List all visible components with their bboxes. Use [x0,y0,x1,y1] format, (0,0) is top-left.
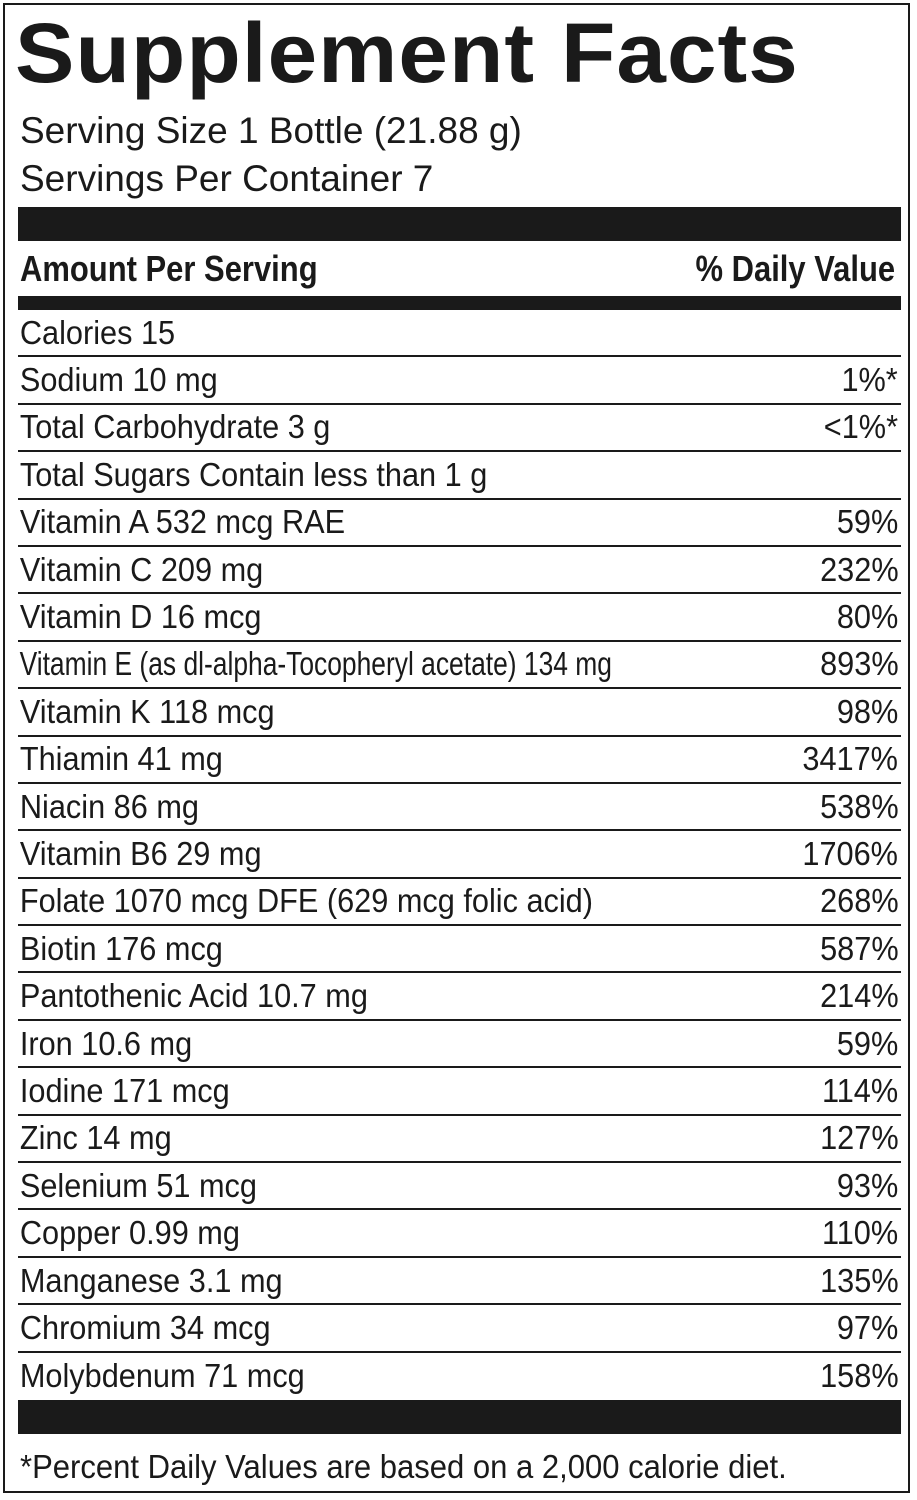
nutrient-row: Sodium 10 mg 1%* [18,357,901,405]
nutrient-daily-value: 110% [821,1214,899,1252]
nutrient-row: Iodine 171 mcg 114% [18,1068,901,1116]
nutrient-row: Biotin 176 mcg 587% [18,926,901,974]
nutrient-daily-value: 3417% [802,740,899,778]
nutrient-daily-value: 158% [819,1357,899,1395]
nutrient-daily-value: 538% [819,787,899,825]
nutrient-name: Vitamin A 532 mcg RAE [19,503,346,541]
daily-value-header: % Daily Value [695,248,895,289]
nutrient-row: Vitamin E (as dl-alpha-Tocopheryl acetat… [18,642,901,690]
nutrient-daily-value: 93% [836,1166,899,1204]
servings-per-container: Servings Per Container 7 [20,158,434,199]
nutrient-row: Niacin 86 mg 538% [18,784,901,832]
nutrient-name: Thiamin 41 mg [19,740,223,778]
daily-value-footnote: *Percent Daily Values are based on a 2,0… [20,1448,787,1485]
nutrient-row: Molybdenum 71 mcg 158% [18,1353,901,1400]
serving-size: Serving Size 1 Bottle (21.88 g) [20,110,522,151]
nutrient-row: Total Carbohydrate 3 g <1%* [18,405,901,453]
nutrient-daily-value: 127% [819,1119,899,1157]
amount-per-serving-header: Amount Per Serving [20,248,318,289]
nutrient-name: Vitamin C 209 mg [19,550,264,588]
nutrient-name: Niacin 86 mg [19,787,199,825]
medium-divider [18,296,901,310]
nutrient-daily-value: 893% [819,645,899,683]
nutrient-row: Vitamin B6 29 mg 1706% [18,831,901,879]
nutrient-daily-value: 214% [819,977,899,1015]
nutrient-name: Selenium 51 mcg [19,1166,257,1204]
nutrient-row: Manganese 3.1 mg 135% [18,1258,901,1306]
nutrient-daily-value: <1%* [823,408,899,446]
supplement-facts-panel: Supplement Facts Serving Size 1 Bottle (… [3,3,910,1493]
nutrient-row: Zinc 14 mg 127% [18,1116,901,1164]
nutrient-name: Pantothenic Acid 10.7 mg [19,977,368,1015]
nutrient-row: Vitamin K 118 mcg 98% [18,689,901,737]
nutrient-daily-value: 268% [819,882,899,920]
nutrient-name: Chromium 34 mcg [19,1308,271,1346]
nutrient-daily-value: 80% [836,598,899,636]
nutrient-name: Zinc 14 mg [19,1119,172,1157]
nutrient-daily-value: 59% [836,1024,899,1062]
nutrient-daily-value: 232% [819,550,899,588]
nutrient-row: Vitamin A 532 mcg RAE 59% [18,500,901,547]
nutrient-row: Iron 10.6 mg 59% [18,1021,901,1069]
nutrient-name: Iodine 171 mcg [19,1071,230,1109]
nutrient-name: Total Sugars Contain less than 1 g [19,455,488,493]
nutrient-name: Vitamin B6 29 mg [19,834,262,872]
nutrient-name: Copper 0.99 mg [19,1214,240,1252]
nutrient-daily-value: 98% [836,692,899,730]
nutrient-row: Vitamin C 209 mg 232% [18,547,901,595]
nutrient-name: Vitamin K 118 mcg [19,692,275,730]
thick-divider-bottom [18,1400,901,1434]
nutrient-name: Manganese 3.1 mg [19,1261,283,1299]
nutrient-name: Folate 1070 mcg DFE (629 mcg folic acid) [19,882,593,920]
nutrient-daily-value: 114% [821,1071,899,1109]
nutrient-row: Calories 15 [18,310,901,358]
nutrient-row: Chromium 34 mcg 97% [18,1305,901,1353]
nutrient-name: Molybdenum 71 mcg [19,1357,305,1395]
nutrient-daily-value: 587% [819,929,899,967]
nutrient-row: Folate 1070 mcg DFE (629 mcg folic acid)… [18,879,901,927]
nutrient-name: Vitamin E (as dl-alpha-Tocopheryl acetat… [19,645,612,683]
nutrient-row: Vitamin D 16 mcg 80% [18,594,901,642]
nutrient-daily-value: 59% [836,503,899,541]
thick-divider-top [18,207,901,241]
nutrient-row: Pantothenic Acid 10.7 mg 214% [18,973,901,1021]
nutrient-name: Iron 10.6 mg [19,1024,193,1062]
nutrient-table: Calories 15 Sodium 10 mg 1%* Total Carbo… [18,310,901,1400]
nutrient-daily-value: 97% [836,1308,899,1346]
nutrient-name: Total Carbohydrate 3 g [19,408,331,446]
panel-title: Supplement Facts [15,6,799,100]
nutrient-row: Thiamin 41 mg 3417% [18,737,901,784]
nutrient-name: Calories 15 [19,313,176,351]
nutrient-daily-value: 1%* [841,361,899,399]
nutrient-row: Copper 0.99 mg 110% [18,1210,901,1258]
nutrient-row: Selenium 51 mcg 93% [18,1163,901,1211]
nutrient-name: Biotin 176 mcg [19,929,223,967]
nutrient-name: Vitamin D 16 mcg [19,598,262,636]
nutrient-daily-value: 1706% [802,834,899,872]
nutrient-row: Total Sugars Contain less than 1 g [18,452,901,500]
nutrient-name: Sodium 10 mg [19,361,218,399]
nutrient-daily-value: 135% [819,1261,899,1299]
